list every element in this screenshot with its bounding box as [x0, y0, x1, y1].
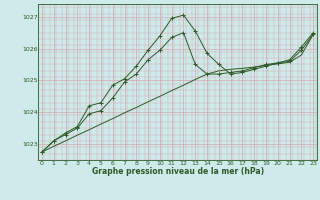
X-axis label: Graphe pression niveau de la mer (hPa): Graphe pression niveau de la mer (hPa) — [92, 167, 264, 176]
